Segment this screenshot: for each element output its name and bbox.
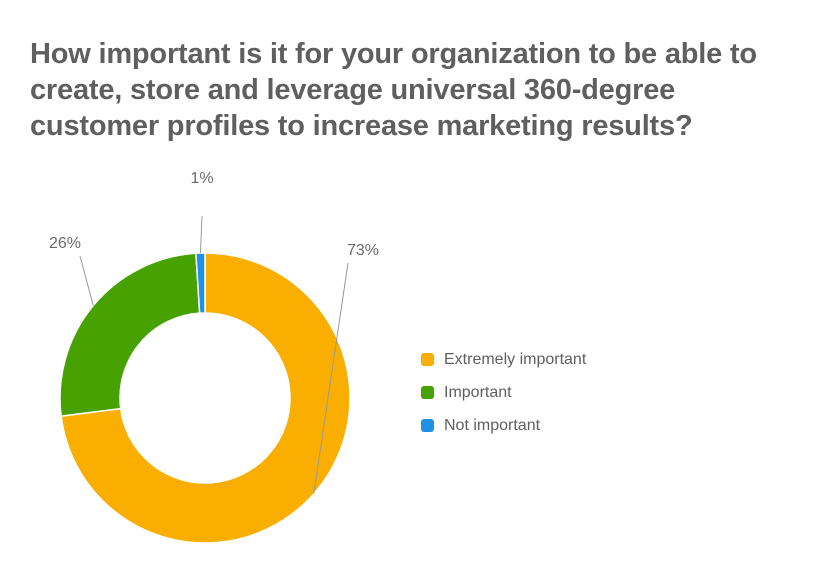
donut-slices [59,252,351,544]
legend-swatch [421,353,434,366]
donut-slice-not-important[interactable] [195,252,206,314]
data-label: 1% [190,170,213,187]
leader-line [199,215,203,254]
data-label: 26% [49,235,81,252]
legend-swatch [421,386,434,399]
legend-label: Important [444,383,512,401]
chart-title: How important is it for your organizatio… [30,38,757,142]
leader-line [79,255,94,306]
data-label: 73% [347,242,379,259]
legend-item-important[interactable]: Important [421,376,586,409]
data-labels: 73% 26% 1% [49,170,379,259]
legend-swatch [421,419,434,432]
legend-item-extremely-important[interactable]: Extremely important [421,343,586,376]
legend-label: Not important [444,416,541,434]
donut-slice-important[interactable] [59,252,201,418]
legend-item-not-important[interactable]: Not important [421,409,586,442]
legend: Extremely important Important Not import… [421,343,586,442]
donut-slice-extremely-important[interactable] [60,252,351,544]
leader-lines [79,215,349,494]
legend-label: Extremely important [444,350,587,368]
leader-line [313,262,349,494]
